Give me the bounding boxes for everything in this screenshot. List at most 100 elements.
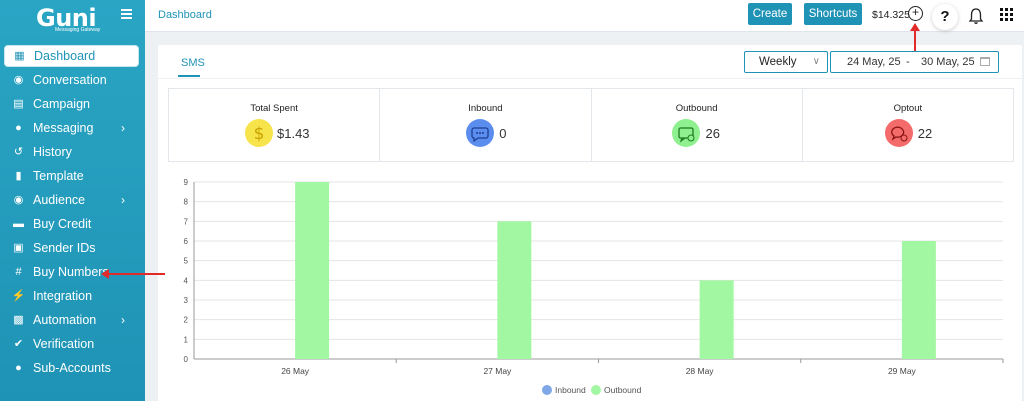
stat-label: Outbound <box>675 103 718 114</box>
stat-value: 26 <box>705 126 720 141</box>
robot-icon: ▩ <box>13 313 24 326</box>
sidebar-item-sub-accounts[interactable]: ● Sub-Accounts <box>4 357 139 379</box>
x-tick-label: 28 May <box>686 366 715 376</box>
stat-label: Inbound <box>468 103 503 114</box>
sidebar-item-label: Sub-Accounts <box>33 361 111 375</box>
inbox-tray-icon: ▤ <box>13 97 24 110</box>
chevron-down-icon: ∨ <box>812 56 820 67</box>
legend-swatch-outbound <box>591 385 601 395</box>
legend-swatch-inbound <box>542 385 552 395</box>
outbound-bar <box>497 221 532 359</box>
file-icon: ▮ <box>15 169 22 182</box>
y-tick-label: 1 <box>184 335 189 344</box>
sidebar-item-label: Sender IDs <box>33 241 96 255</box>
stat-value: $1.43 <box>277 126 310 141</box>
y-tick-label: 7 <box>184 217 189 226</box>
period-select-value: Weekly <box>759 56 797 68</box>
sidebar-item-label: Buy Numbers <box>33 265 109 279</box>
tab-active-indicator <box>178 75 200 77</box>
stat-value: 0 <box>499 126 507 141</box>
outbox-icon <box>671 119 700 147</box>
sidebar-item-conversation[interactable]: ◉ Conversation <box>4 69 139 91</box>
sidebar-item-campaign[interactable]: ▤ Campaign <box>4 93 139 115</box>
date-range-picker[interactable]: 24 May, 25 - 30 May, 25 <box>830 51 999 73</box>
shortcuts-button[interactable]: Shortcuts <box>804 3 862 25</box>
stat-inbound: Inbound 0 <box>380 89 592 161</box>
stat-optout: Optout 22 <box>803 89 1013 161</box>
sidebar-item-messaging[interactable]: ● Messaging › <box>4 117 139 139</box>
apps-grid-icon[interactable] <box>1000 8 1013 21</box>
sidebar-item-verification[interactable]: ✔ Verification <box>4 333 139 355</box>
sidebar-item-integration[interactable]: ⚡ Integration <box>4 285 139 307</box>
history-icon: ↺ <box>13 145 24 158</box>
sidebar-item-sender-ids[interactable]: ▣ Sender IDs <box>4 237 139 259</box>
legend-label-outbound: Outbound <box>604 385 642 395</box>
sidebar-item-dashboard[interactable]: ▦ Dashboard <box>4 45 139 67</box>
sidebar-item-label: Automation <box>33 313 97 327</box>
y-tick-label: 9 <box>184 178 189 187</box>
calendar-icon <box>980 57 990 66</box>
sidebar-item-automation[interactable]: ▩ Automation › <box>4 309 139 331</box>
logo-tagline: Messaging Gateway <box>55 27 101 33</box>
sidebar-item-template[interactable]: ▮ Template <box>4 165 139 187</box>
sidebar-item-label: History <box>33 145 72 159</box>
svg-text:$: $ <box>254 124 265 144</box>
tabs-divider <box>158 78 1022 79</box>
stat-label: Optout <box>893 103 923 114</box>
user-group-icon: ● <box>15 361 22 374</box>
sidebar-item-label: Integration <box>33 289 93 303</box>
chevron-right-icon: › <box>121 313 125 327</box>
dashboard-card: SMS Weekly ∨ 24 May, 25 - 30 May, 25 Tot… <box>158 45 1022 401</box>
sidebar-item-label: Dashboard <box>34 49 96 63</box>
date-end: 30 May, 25 <box>921 56 975 68</box>
sidebar-item-buy-credit[interactable]: ▬ Buy Credit <box>4 213 139 235</box>
plug-icon: ⚡ <box>11 289 26 302</box>
topbar: Dashboard Create Shortcuts $14.325 + ? <box>145 0 1024 32</box>
stat-value: 22 <box>917 126 933 141</box>
stat-outbound: Outbound 26 <box>592 89 803 161</box>
sidebar-item-audience[interactable]: ◉ Audience › <box>4 189 139 211</box>
dollar-icon: $ <box>245 119 273 147</box>
hash-icon: # <box>15 265 22 278</box>
message-icon: ● <box>15 121 22 134</box>
x-tick-label: 26 May <box>281 366 310 376</box>
chevron-right-icon: › <box>121 193 125 207</box>
id-card-icon: ▣ <box>13 241 24 254</box>
legend-label-inbound: Inbound <box>555 385 586 395</box>
balance-amount: $14.325 <box>872 9 910 21</box>
create-button[interactable]: Create <box>748 3 792 25</box>
date-separator: - <box>906 56 910 68</box>
outbound-bar-chart: 0 1 2 3 4 5 6 7 8 9 26 May 27 May 28 May 29 May Inboun… <box>184 178 1004 395</box>
sidebar-item-label: Buy Credit <box>33 217 92 231</box>
breadcrumb[interactable]: Dashboard <box>158 9 212 21</box>
sidebar-nav: ▦ Dashboard ◉ Conversation ▤ Campaign ● Messagi… <box>0 45 145 381</box>
y-tick-label: 3 <box>184 296 189 305</box>
x-tick-label: 27 May <box>483 366 512 376</box>
menu-toggle-icon[interactable] <box>121 9 132 21</box>
y-tick-label: 8 <box>184 198 189 207</box>
add-funds-icon[interactable]: + <box>908 6 923 21</box>
logo-text: Guni <box>36 4 97 32</box>
outbound-bar <box>699 280 734 359</box>
optout-icon <box>884 119 913 147</box>
annotation-arrow-left <box>101 269 165 279</box>
x-tick-label: 29 May <box>888 366 917 376</box>
chevron-right-icon: › <box>121 121 125 135</box>
bell-icon[interactable] <box>968 7 984 25</box>
tab-sms[interactable]: SMS <box>181 57 205 69</box>
period-select[interactable]: Weekly ∨ <box>744 51 828 73</box>
check-circle-icon: ✔ <box>13 337 24 350</box>
help-button[interactable]: ? <box>932 4 958 30</box>
chat-bubbles-icon: ◉ <box>13 73 24 86</box>
y-tick-label: 4 <box>184 276 189 285</box>
y-tick-label: 0 <box>184 355 189 364</box>
sidebar-item-label: Conversation <box>33 73 107 87</box>
sidebar-item-history[interactable]: ↺ History <box>4 141 139 163</box>
brand-logo[interactable]: Guni Messaging Gateway <box>0 0 145 36</box>
outbound-bar <box>295 182 330 359</box>
sidebar-item-buy-numbers[interactable]: # Buy Numbers <box>4 261 139 283</box>
date-start: 24 May, 25 <box>847 56 901 68</box>
stats-row: Total Spent $ $1.43 Inbound 0 Outbound 2… <box>168 88 1014 162</box>
chat-icon <box>466 119 495 147</box>
sidebar-item-label: Campaign <box>33 97 90 111</box>
